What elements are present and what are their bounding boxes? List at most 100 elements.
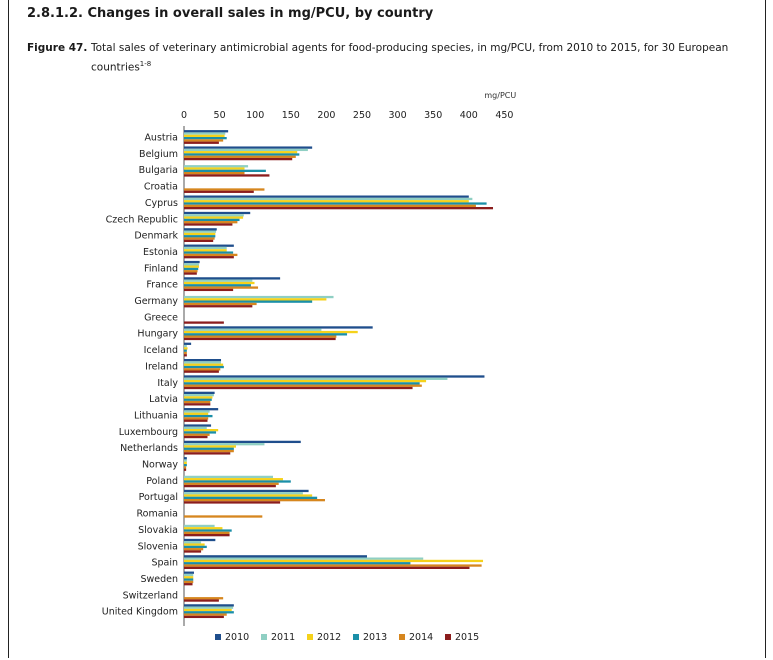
bar-2011 <box>184 377 448 380</box>
bar-2015 <box>184 141 219 144</box>
bar-2015 <box>184 484 276 488</box>
category-label: Slovenia <box>138 541 178 552</box>
legend-swatch-2014 <box>399 634 405 640</box>
bar-2010 <box>184 211 251 215</box>
bar-2010 <box>184 195 469 198</box>
bar-2010 <box>184 457 187 460</box>
bar-2013 <box>184 480 291 483</box>
bar-2011 <box>184 459 187 462</box>
page-frame <box>8 0 766 658</box>
category-label: Switzerland <box>123 590 178 601</box>
x-tick-label: 150 <box>282 110 300 121</box>
bar-2014 <box>184 449 234 453</box>
category-label: Greece <box>144 312 178 323</box>
legend-label: 2012 <box>317 632 341 643</box>
bar-2010 <box>184 359 222 362</box>
bar-2011 <box>184 230 217 233</box>
legend-swatch-2015 <box>445 634 451 640</box>
section-title: 2.8.1.2. Changes in overall sales in mg/… <box>27 6 434 21</box>
bar-2015 <box>184 256 234 259</box>
category-label: Romania <box>136 509 178 520</box>
figure-caption-text: Total sales of veterinary antimicrobial … <box>91 42 729 74</box>
figure-label: Figure 47. <box>27 42 88 54</box>
bar-2012 <box>184 347 188 350</box>
bar-2011 <box>184 426 207 429</box>
bar-2014 <box>184 172 245 175</box>
bar-2015 <box>184 435 208 439</box>
bar-2014 <box>184 433 210 436</box>
bar-2012 <box>184 527 223 530</box>
bar-2011 <box>184 214 244 217</box>
legend-label: 2013 <box>363 632 387 643</box>
bar-2014 <box>184 204 476 207</box>
figure-caption-superscript: 1-8 <box>139 60 152 68</box>
bar-2011 <box>184 295 334 299</box>
bar-2015 <box>184 566 470 569</box>
bar-2014 <box>184 270 198 273</box>
category-label: Lithuania <box>134 410 178 421</box>
bar-2010 <box>184 424 212 427</box>
category-label: Norway <box>142 460 178 471</box>
bar-2012 <box>184 281 255 285</box>
bar-2014 <box>184 188 265 191</box>
bar-2010 <box>184 244 234 247</box>
bar-2014 <box>184 466 187 469</box>
bar-2014 <box>184 499 325 502</box>
bar-2013 <box>184 153 300 156</box>
bar-2011 <box>184 557 424 560</box>
bar-2013 <box>184 300 313 303</box>
legend-label: 2014 <box>409 632 433 643</box>
bar-2010 <box>184 440 301 444</box>
bar-2015 <box>184 501 281 504</box>
bar-2014 <box>184 237 215 240</box>
legend-label: 2010 <box>225 632 249 643</box>
bar-2011 <box>184 443 265 446</box>
bar-2011 <box>184 541 202 544</box>
bar-2015 <box>184 321 224 324</box>
bar-2013 <box>184 137 227 140</box>
bar-2012 <box>184 461 187 464</box>
bar-2011 <box>184 410 210 413</box>
bar-2012 <box>184 576 194 579</box>
category-label: Latvia <box>149 394 178 405</box>
bar-2015 <box>184 419 208 422</box>
bar-2013 <box>184 562 411 565</box>
bar-2014 <box>184 368 221 371</box>
bar-2012 <box>184 478 283 481</box>
bar-2015 <box>184 337 336 341</box>
bar-2015 <box>184 370 219 373</box>
legend-swatch-2011 <box>261 634 267 640</box>
category-label: Finland <box>144 263 178 274</box>
bar-2015 <box>184 239 214 242</box>
category-label: Denmark <box>134 231 178 242</box>
legend-swatch-2012 <box>307 634 313 640</box>
bar-2010 <box>184 228 217 231</box>
bar-2012 <box>184 559 484 563</box>
bar-2014 <box>184 515 263 518</box>
bar-2010 <box>184 555 367 558</box>
bar-2013 <box>184 545 207 549</box>
figure-caption: Figure 47. Total sales of veterinary ant… <box>27 40 728 74</box>
bar-2015 <box>184 174 270 177</box>
category-label: United Kingdom <box>102 607 178 618</box>
category-label: Italy <box>157 378 178 389</box>
category-label: Luxembourg <box>119 427 178 438</box>
bar-2012 <box>184 232 216 236</box>
bar-2011 <box>184 197 473 201</box>
figure-caption-body: Total sales of veterinary antimicrobial … <box>91 40 731 76</box>
bar-2015 <box>184 403 211 406</box>
bar-2015 <box>184 534 230 537</box>
bar-2015 <box>184 190 254 193</box>
bar-2012 <box>184 543 205 546</box>
bar-2012 <box>184 445 236 448</box>
bar-2015 <box>184 272 197 275</box>
category-label: Poland <box>146 476 178 487</box>
bar-2010 <box>184 277 281 280</box>
bar-2015 <box>184 583 193 586</box>
category-label: Estonia <box>143 247 178 258</box>
bar-2015 <box>184 157 293 161</box>
x-tick-label: 100 <box>246 110 264 121</box>
bar-2013 <box>184 382 420 385</box>
bar-2015 <box>184 305 253 308</box>
